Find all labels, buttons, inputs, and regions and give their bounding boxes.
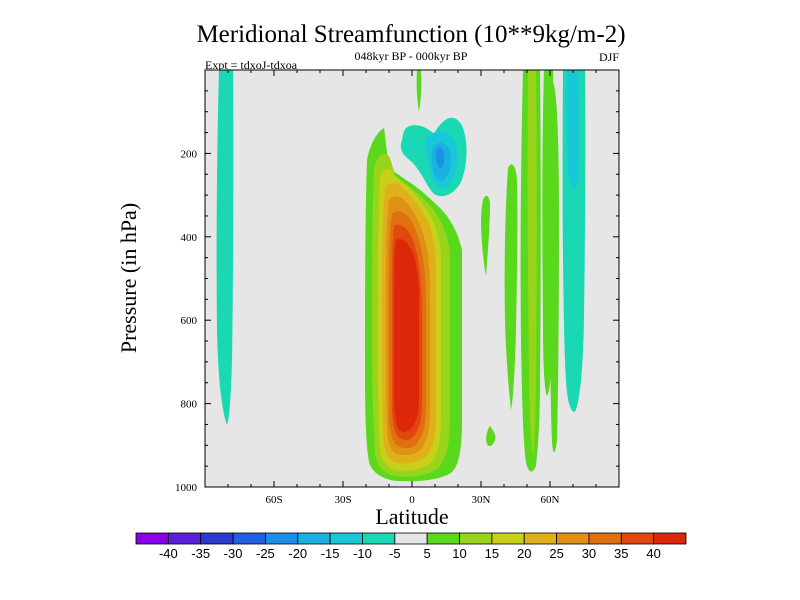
colorbar-label: -20: [288, 546, 307, 561]
colorbar-swatch: [491, 532, 525, 545]
y-tick-label: 200: [181, 148, 198, 160]
contour-level-40: [394, 238, 419, 433]
colorbar-swatch: [167, 532, 202, 545]
colorbar-swatch: [653, 532, 687, 545]
contour-sliver-top: [416, 70, 422, 112]
colorbar-label: 20: [517, 546, 531, 561]
colorbar-swatch: [232, 532, 266, 545]
colorbar-swatch: [620, 532, 655, 545]
colorbar-label: -35: [191, 546, 210, 561]
colorbar-swatch: [459, 532, 493, 545]
colorbar-swatch: [362, 532, 396, 545]
colorbar-swatch: [426, 532, 460, 545]
x-tick-label: 60N: [541, 494, 560, 506]
colorbar-swatch: [200, 532, 234, 545]
colorbar-swatch: [523, 532, 557, 545]
colorbar-label: -30: [224, 546, 243, 561]
colorbar-label: 15: [485, 546, 499, 561]
x-tick-label: 60S: [265, 494, 282, 506]
x-tick-label: 30N: [472, 494, 491, 506]
contour-north-band-d: [550, 82, 559, 453]
x-axis-label: Latitude: [375, 504, 448, 529]
x-tick-label: 30S: [334, 494, 351, 506]
colorbar-swatch: [265, 532, 299, 545]
colorbar-label: -40: [159, 546, 178, 561]
axes: 60S 30S 0 30N 60N 200 400 600 800 1000: [175, 69, 620, 506]
colorbar-label: -5: [389, 546, 401, 561]
y-tick-label: 400: [181, 232, 198, 244]
colorbar-label: 35: [614, 546, 628, 561]
season-label: DJF: [599, 50, 619, 64]
colorbar-swatch: [556, 532, 590, 545]
contour-negative-core: [436, 147, 445, 168]
y-tick-label: 600: [181, 315, 198, 327]
y-tick-label: 800: [181, 399, 198, 411]
contour-north-band-b-inner: [527, 70, 537, 455]
chart-title: Meridional Streamfunction (10**9kg/m-2): [196, 21, 625, 48]
colorbar-label: -10: [353, 546, 372, 561]
colorbar-label: 10: [452, 546, 466, 561]
colorbar: -40 -35 -30 -25 -20 -15 -10 -5 5 10 15 20 25 30 35 40: [135, 532, 687, 561]
contour-field: [216, 70, 586, 482]
colorbar-label: 40: [646, 546, 660, 561]
colorbar-label: 30: [582, 546, 596, 561]
colorbar-swatch: [297, 532, 331, 545]
colorbar-swatch: [394, 532, 428, 545]
y-axis-label: Pressure (in hPa): [116, 203, 141, 353]
x-tick-label: 0: [409, 494, 415, 506]
contour-north-band-a: [504, 164, 518, 410]
colorbar-swatch: [329, 532, 363, 545]
contour-north-blob-2: [486, 426, 496, 447]
experiment-label: Expt = tdxoJ-tdxoa: [205, 58, 298, 72]
colorbar-swatch: [588, 532, 622, 545]
colorbar-label: -25: [256, 546, 275, 561]
colorbar-swatch: [135, 532, 169, 545]
colorbar-label: 25: [549, 546, 563, 561]
contour-north-blob-1: [481, 195, 490, 276]
y-tick-label: 1000: [175, 482, 198, 494]
colorbar-label: 5: [424, 546, 431, 561]
chart-subtitle: 048kyr BP - 000kyr BP: [355, 49, 468, 63]
contour-band-south: [216, 70, 234, 425]
contour-north-band-e-inner: [566, 70, 579, 188]
colorbar-label: -15: [321, 546, 340, 561]
